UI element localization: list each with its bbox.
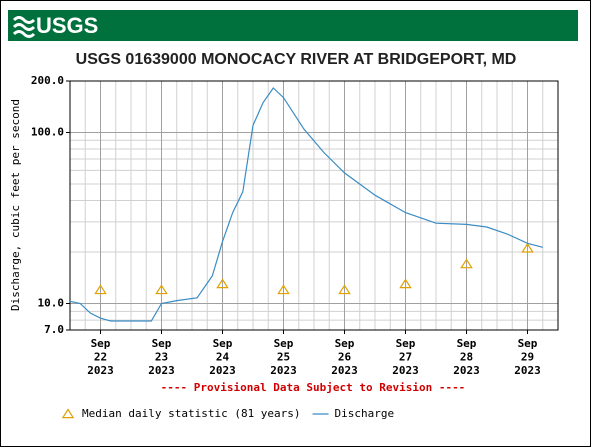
x-tick-label: Sep 22 2023 — [87, 337, 114, 377]
y-tick-label: 200.0 — [31, 74, 64, 87]
y-tick-label: 100.0 — [31, 125, 64, 138]
plot-frame — [69, 80, 559, 331]
chart-title: USGS 01639000 MONOCACY RIVER AT BRIDGEPO… — [76, 51, 517, 68]
x-tick-label: Sep 25 2023 — [270, 337, 297, 377]
y-axis-label: Discharge, cubic feet per second — [9, 99, 22, 311]
y-tick-label: 10.0 — [38, 297, 65, 310]
median-marker — [94, 284, 107, 295]
discharge-line — [69, 87, 543, 322]
median-marker — [277, 284, 290, 295]
y-tick-label: 7.0 — [44, 323, 64, 336]
median-marker — [338, 284, 351, 295]
median-marker — [399, 278, 412, 289]
median-marker — [155, 284, 168, 295]
footnote: ---- Provisional Data Subject to Revisio… — [161, 381, 466, 394]
median-marker — [216, 278, 229, 289]
x-tick-label: Sep 28 2023 — [453, 337, 480, 377]
median-marker — [460, 258, 473, 269]
x-tick-label: Sep 27 2023 — [392, 337, 419, 377]
median-marker — [521, 242, 534, 253]
legend-swatch — [61, 408, 75, 419]
logo: USGS — [36, 13, 98, 38]
x-tick-label: Sep 26 2023 — [331, 337, 358, 377]
legend-label: Discharge — [335, 407, 395, 420]
header-band — [8, 10, 578, 41]
logo-waves — [12, 16, 36, 38]
legend-label: Median daily statistic (81 years) — [82, 407, 301, 420]
x-tick-label: Sep 29 2023 — [514, 337, 541, 377]
x-tick-label: Sep 23 2023 — [148, 337, 175, 377]
x-tick-label: Sep 24 2023 — [209, 337, 236, 377]
